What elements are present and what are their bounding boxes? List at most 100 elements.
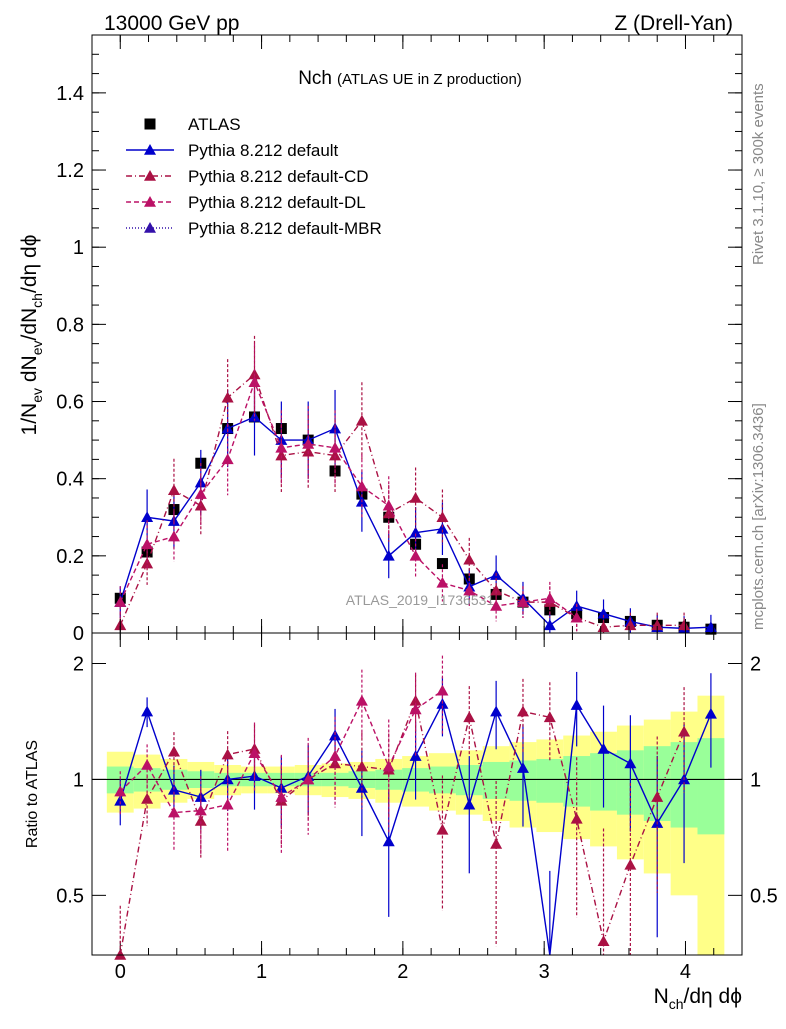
main-ylabel: 1/Nev dNev/dNch/dη dϕ [18,235,45,436]
pythia-8-212-default-ratio-point [141,705,154,717]
pythia-8-212-default-dl-ratio-point [302,773,315,785]
ratio-ytick-label-right: 1 [750,769,761,791]
pythia-8-212-default-cd-ratio-point [490,837,503,849]
ratio-frame [91,632,743,956]
pythia-8-212-default-cd-ratio-point [114,949,127,960]
watermark: ATLAS_2019_I1736531 [346,592,495,608]
legend-marker-pythia-8-212-default [144,144,156,155]
legend-marker-pythia-8-212-default-mbr [144,222,156,233]
pythia-8-212-default-point [436,522,449,534]
pythia-8-212-default-cd-ratio-point [141,792,154,804]
pythia-8-212-default-dl-ratio-point [248,747,261,758]
main-ytick-label: 0 [73,623,84,645]
pythia-8-212-default-dl-ratio-point [194,804,207,816]
pythia-8-212-default-ratio-point [624,757,637,769]
atlas-point [544,604,556,616]
main-ytick-label: 1.2 [56,160,84,182]
pythia-8-212-default-cd-ratio-line [119,698,685,956]
pythia-8-212-default-cd-ratio-point [543,711,556,723]
pythia-8-212-default-dl-ratio-point [275,791,288,802]
pythia-8-212-default-cd-point [275,449,288,461]
legend-marker-atlas [144,118,156,130]
xtick-label: 1 [256,961,267,983]
pythia-8-212-default-ratio-point [570,699,583,710]
pythia-8-212-default-cd-ratio-point [194,814,207,826]
pythia-8-212-default-cd-ratio-point [167,745,180,757]
main-title: Nch (ATLAS UE in Z production) [298,68,522,89]
legend-marker-pythia-8-212-default-dl [144,196,156,207]
ratio-panel: 0.5 1 2 0.5 1 2 0 1 2 3 4 Ratio to ATLAS Nch/dη dϕ [24,35,778,1012]
main-ytick-label: 0.2 [56,546,84,568]
pythia-8-212-default-cd-point [678,619,691,631]
pythia-8-212-default-cd-point [167,484,180,496]
pythia-8-212-default-dl-point [570,611,583,623]
ratio-ytick-label: 0.5 [56,885,84,907]
pythia-8-212-default-cd-ratio-point [624,858,637,870]
pythia-8-212-default-dl-point [382,499,395,511]
pythia-8-212-default-cd-ratio-point [651,791,664,802]
pythia-8-212-default-ratio-point [329,729,342,741]
pythia-8-212-default-cd-point [221,391,234,403]
pythia-8-212-default-dl-ratio-point [409,703,422,715]
xtick-label: 0 [115,961,126,983]
pythia-8-212-default-cd-ratio-point [221,748,234,760]
pythia-8-212-default-dl-point [490,599,503,611]
legend-label-pythia-8-212-default: Pythia 8.212 default [188,141,339,160]
pythia-8-212-default-dl-point [409,549,422,561]
main-ytick-label: 1.4 [56,83,84,105]
mcplots-note: mcplots.cern.ch [arXiv:1306.3436] [750,403,767,630]
header-left: 13000 GeV pp [104,12,239,35]
pythia-8-212-default-dl-point [543,592,556,604]
pythia-8-212-default-dl-ratio-point [221,798,234,810]
pythia-8-212-default-ratio-point [382,835,395,847]
ratio-ytick-label-right: 2 [750,653,761,675]
header-right: Z (Drell-Yan) [614,12,733,35]
xtick-label: 2 [397,961,408,983]
pythia-8-212-default-cd-point [651,619,664,631]
pythia-8-212-default-dl-point [194,488,207,499]
pythia-8-212-default-ratio-point [597,742,610,754]
main-panel: 0 0.2 0.4 0.6 0.8 1 1.2 1.4 Nch (ATLAS UE in Z p… [18,34,743,645]
ratio-ytick-label: 2 [73,653,84,675]
pythia-8-212-default-point [382,549,395,561]
legend-label-pythia-8-212-default-cd: Pythia 8.212 default-CD [188,167,369,186]
pythia-8-212-default-cd-point [329,449,342,461]
pythia-8-212-default-dl-point [114,596,127,607]
rivet-note: Rivet 3.1.10, ≥ 300k events [750,83,767,265]
ratio-ylabel: Ratio to ATLAS [24,740,41,848]
pythia-8-212-default-dl-point [436,576,449,588]
main-ytick-label: 1 [73,237,84,259]
ratio-ytick-label: 1 [73,769,84,791]
pythia-8-212-default-cd-line [119,373,685,628]
pythia-8-212-default-cd-point [490,584,503,596]
pythia-8-212-default-point [543,619,556,631]
pythia-8-212-default-ratio-point [355,781,368,793]
pythia-8-212-default-ratio-point [704,707,717,719]
main-ytick-label: 0.6 [56,392,84,414]
legend-label-pythia-8-212-default-mbr: Pythia 8.212 default-MBR [188,219,382,238]
pythia-8-212-default-cd-point [463,553,476,565]
pythia-8-212-default-cd-ratio-point [597,935,610,947]
pythia-8-212-default-dl-line [119,380,578,619]
pythia-8-212-default-point [409,526,422,538]
pythia-8-212-default-ratio-point [516,762,529,773]
pythia-8-212-default-cd-point [409,491,422,503]
pythia-8-212-default-dl-ratio-point [114,785,127,797]
pythia-8-212-default-ratio-point [490,705,503,717]
legend: ATLAS Pythia 8.212 default Pythia 8.212 de… [126,115,382,238]
pythia-8-212-default-cd-ratio-point [570,812,583,824]
xtick-label: 4 [680,961,691,983]
pythia-8-212-default-dl-ratio-point [141,759,154,770]
ratio-ytick-label-right: 0.5 [750,885,778,907]
pythia-8-212-default-dl-point [302,437,315,449]
pythia-8-212-default-cd-ratio-point [436,823,449,835]
legend-label-atlas: ATLAS [188,115,241,134]
pythia-8-212-default-point [141,511,154,523]
pythia-8-212-default-dl-point [141,538,154,550]
pythia-8-212-default-dl-ratio-point [382,760,395,772]
pythia-8-212-default-point [597,607,610,619]
pythia-8-212-default-dl-ratio-point [167,806,180,818]
legend-label-pythia-8-212-default-dl: Pythia 8.212 default-DL [188,193,366,212]
legend-marker-pythia-8-212-default-cd [144,170,156,181]
pythia-8-212-default-cd-ratio-point [678,725,691,737]
